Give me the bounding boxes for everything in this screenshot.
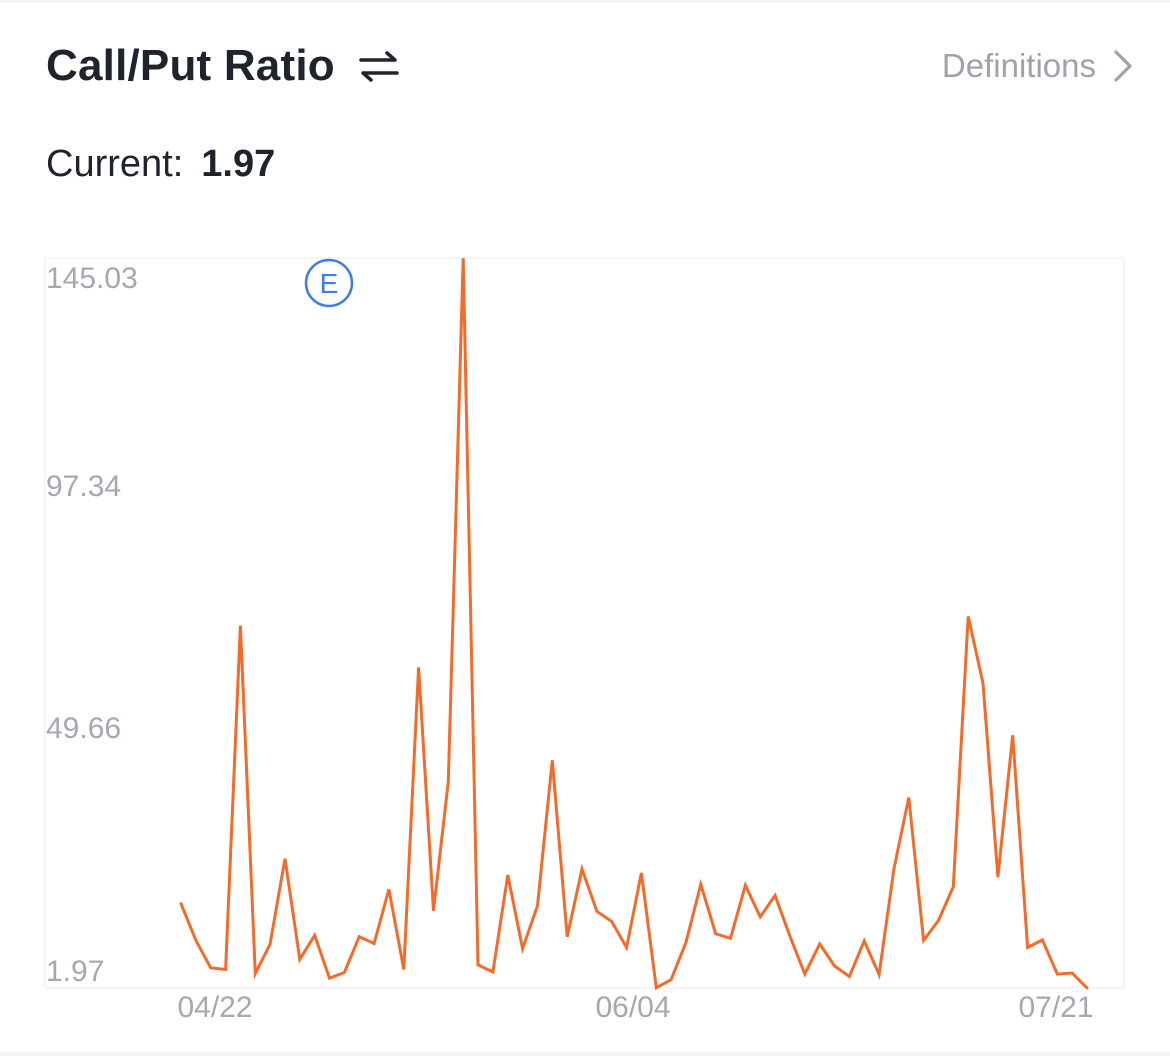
current-label: Current: [46,143,184,185]
x-tick-label: 07/21 [1018,991,1093,1024]
y-tick-label: 145.03 [46,262,138,295]
chart-header: Call/Put Ratio [46,41,401,91]
x-tick-label: 04/22 [177,991,252,1024]
page-title: Call/Put Ratio [46,41,335,90]
y-tick-label: 1.97 [46,955,104,988]
swap-arrows-icon[interactable] [357,44,401,88]
y-tick-label: 49.66 [46,712,121,745]
definitions-label: Definitions [941,47,1096,84]
x-tick-label: 06/04 [595,991,670,1024]
chevron-right-icon [1112,48,1134,84]
earnings-marker-label: E [320,268,339,299]
earnings-marker-icon [304,258,354,308]
current-ratio: Current: 1.97 [46,143,275,186]
series-line [179,258,1089,991]
definitions-link[interactable]: Definitions [942,47,1134,85]
current-value: 1.97 [201,143,276,185]
y-tick-label: 97.34 [46,470,121,503]
plot-area [44,257,1125,989]
